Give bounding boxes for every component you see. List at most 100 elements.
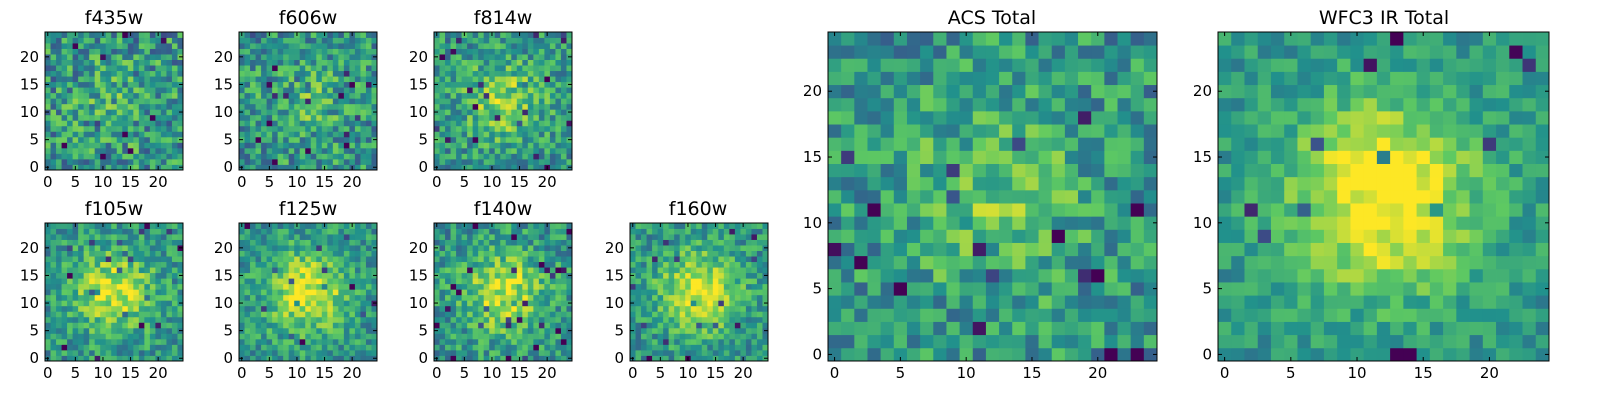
heatmap-cell [266, 294, 273, 301]
heatmap-cell [50, 98, 57, 105]
heatmap-cell [959, 229, 974, 243]
heatmap-cell [67, 223, 73, 229]
heatmap-cell [1012, 334, 1026, 349]
heatmap-cell [745, 322, 752, 329]
heatmap-cell [122, 98, 129, 105]
heatmap-cell [338, 43, 345, 49]
heatmap-cell [371, 48, 378, 55]
heatmap-cell [283, 355, 290, 362]
heatmap-cell [105, 250, 112, 257]
heatmap-cell [100, 239, 107, 246]
heatmap-cell [762, 256, 769, 263]
heatmap-cell [933, 347, 947, 362]
heatmap-cell [83, 250, 90, 257]
heatmap-cell [171, 131, 178, 138]
heatmap-cell [522, 278, 529, 285]
heatmap-cell [310, 76, 317, 83]
heatmap-cell [467, 256, 474, 263]
heatmap-cell [516, 65, 523, 72]
heatmap-cell [505, 109, 512, 116]
heatmap-cell [288, 344, 295, 351]
heatmap-cell [456, 92, 462, 99]
heatmap-cell [712, 327, 719, 334]
heatmap-cell [100, 344, 107, 351]
heatmap-cell [516, 300, 523, 307]
panel-title: ACS Total [948, 7, 1036, 29]
heatmap-cell [635, 283, 642, 290]
heatmap-cell [456, 344, 462, 351]
heatmap-cell [255, 48, 262, 55]
heatmap-cell [522, 81, 529, 88]
heatmap-cell [740, 327, 747, 334]
heatmap-cell [505, 239, 512, 246]
heatmap-cell [1078, 308, 1092, 322]
heatmap-cell [122, 322, 129, 329]
heatmap-cell [500, 48, 507, 55]
heatmap-cell [1104, 242, 1118, 257]
heatmap-cell [105, 283, 112, 290]
heatmap-cell [1038, 203, 1053, 217]
heatmap-cell [483, 142, 490, 149]
heatmap-cell [723, 300, 730, 307]
heatmap-cell [144, 311, 151, 318]
heatmap-cell [272, 344, 279, 351]
heatmap-cell [467, 142, 474, 149]
heatmap-cell [635, 245, 642, 251]
heatmap-cell [343, 316, 350, 323]
heatmap-cell [489, 300, 496, 307]
heatmap-cell [94, 333, 101, 340]
heatmap-cell [288, 245, 295, 251]
heatmap-cell [310, 261, 317, 268]
heatmap-cell [500, 81, 507, 88]
heatmap-cell [78, 43, 85, 49]
heatmap-cell [371, 289, 378, 296]
heatmap-cell [177, 333, 184, 340]
heatmap-cell [111, 59, 118, 66]
heatmap-cell [461, 103, 468, 110]
heatmap-cell [445, 32, 451, 38]
heatmap-cell [94, 311, 101, 318]
heatmap-cell [439, 223, 446, 229]
heatmap-cell [456, 114, 462, 121]
heatmap-cell [316, 43, 323, 49]
heatmap-cell [133, 223, 140, 229]
heatmap-cell [354, 164, 361, 171]
heatmap-cell [723, 272, 730, 279]
heatmap-cell [239, 349, 245, 356]
heatmap-cell [56, 322, 62, 329]
heatmap-cell [244, 294, 251, 301]
heatmap-cell [544, 59, 551, 66]
heatmap-cell [657, 278, 664, 285]
heatmap-cell [321, 294, 328, 301]
heatmap-cell [439, 164, 446, 171]
heatmap-cell [61, 153, 68, 160]
heatmap-cell [239, 294, 245, 301]
heatmap-cell [349, 114, 356, 121]
heatmap-cell [712, 333, 719, 340]
heatmap-cell [549, 311, 556, 318]
heatmap-cell [516, 239, 523, 246]
heatmap-cell [549, 272, 556, 279]
heatmap-cell [445, 322, 451, 329]
heatmap-cell [489, 322, 496, 329]
heatmap-cell [327, 120, 334, 127]
heatmap-cell [434, 250, 440, 257]
heatmap-cell [371, 32, 378, 38]
heatmap-cell [89, 228, 96, 235]
heatmap-cell [522, 289, 529, 296]
heatmap-cell [371, 250, 378, 257]
heatmap-cell [305, 136, 312, 143]
heatmap-cell [566, 261, 573, 268]
heatmap-cell [511, 256, 518, 263]
heatmap-cell [50, 59, 57, 66]
heatmap-cell [723, 278, 730, 285]
heatmap-cell [516, 147, 523, 154]
heatmap-cell [478, 153, 485, 160]
heatmap-cell [144, 125, 151, 132]
heatmap-cell [288, 54, 295, 60]
heatmap-cell [89, 114, 96, 121]
heatmap-cell [45, 120, 51, 127]
heatmap-cell [439, 87, 446, 94]
heatmap-cell [160, 158, 167, 165]
